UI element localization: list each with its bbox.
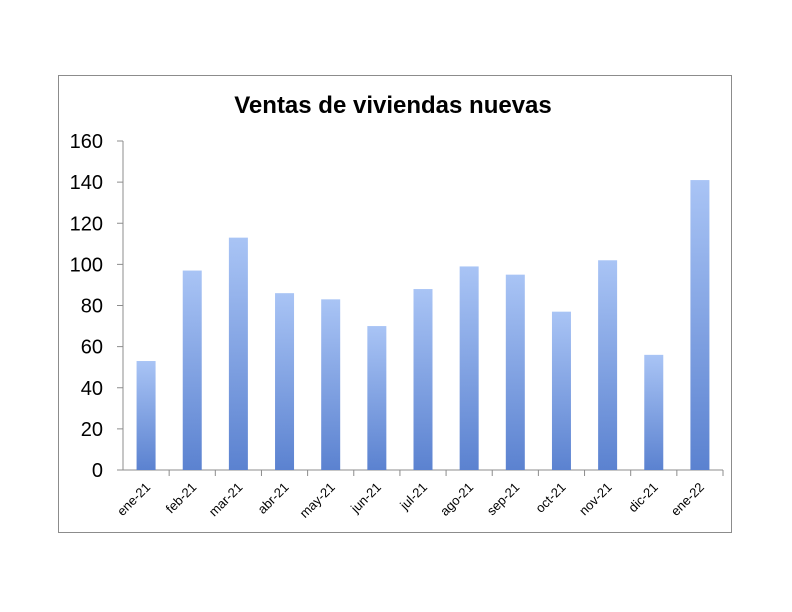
y-tick-label: 80 [81,296,103,318]
y-tick-label: 40 [81,378,103,400]
bar-abr-21 [275,293,295,470]
bar-sep-21 [505,274,525,470]
bar-mar-21 [228,237,248,470]
x-axis: ene-21 feb-21 mar-21 abr-21 may-21 jun-21 jul-… [114,469,724,521]
bar-ene-21 [136,361,156,470]
bar-chart: Ventas de viviendas nuevas 0 20 40 60 80 100 1… [70,92,724,521]
bar-may-21 [321,299,341,470]
bar-dic-21 [644,354,664,470]
x-tick-label: ene-22 [668,480,707,519]
chart-title: Ventas de viviendas nuevas [234,92,552,119]
y-tick-label: 140 [70,172,103,194]
x-tick-label: feb-21 [163,480,200,517]
bar-jun-21 [367,326,387,470]
x-tick-label: dic-21 [625,480,661,516]
x-tick-label: ene-21 [114,480,153,519]
bar-feb-21 [182,270,202,470]
bar-oct-21 [551,311,571,470]
bar-nov-21 [598,260,618,470]
bar-ene-22 [690,180,710,470]
chart-frame: Ventas de viviendas nuevas 0 20 40 60 80 100 1… [58,75,732,533]
x-tick-label: abr-21 [254,480,291,517]
x-tick-label: mar-21 [206,480,246,520]
x-tick-label: may-21 [297,480,338,521]
y-tick-label: 100 [70,254,103,276]
x-tick-label: oct-21 [532,480,568,516]
bars [136,180,710,470]
y-tick-label: 160 [70,131,103,153]
y-tick-label: 120 [70,213,103,235]
x-tick-label: nov-21 [576,480,615,519]
y-tick-label: 20 [81,419,103,441]
x-tick-label: sep-21 [484,480,523,519]
y-tick-label: 60 [81,337,103,359]
x-tick-label: jun-21 [347,480,384,517]
x-tick-label: ago-21 [437,480,476,519]
y-tick-label: 0 [92,460,103,482]
y-axis: 0 20 40 60 80 100 120 140 160 [70,131,124,482]
x-tick-label: jul-21 [396,480,430,514]
bar-jul-21 [413,289,433,470]
bar-ago-21 [459,266,479,470]
